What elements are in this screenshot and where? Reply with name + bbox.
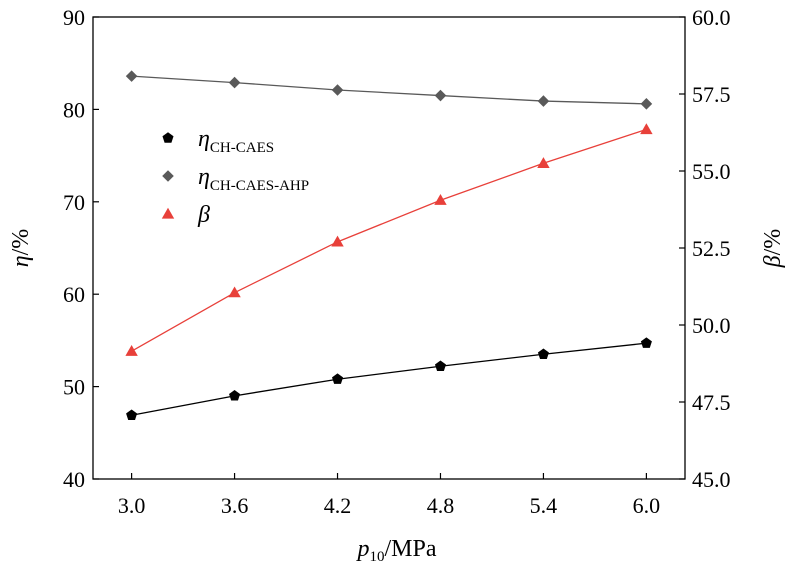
legend: ηCH-CAES ηCH-CAES-AHP β <box>161 126 309 228</box>
axes: 3.0 3.6 4.2 4.8 5.4 6.0 40 50 60 70 80 90 45.0 47.5 50… <box>8 5 786 565</box>
data-point <box>331 84 344 96</box>
data-point <box>331 235 344 247</box>
series-η_CH-CAES-AHP <box>125 70 653 110</box>
y-right-tick-label: 52.5 <box>692 236 731 261</box>
y-left-tick-label: 50 <box>63 375 85 400</box>
y-left-tick-label: 40 <box>63 467 85 492</box>
y-left-tick-label: 60 <box>63 282 85 307</box>
data-point <box>125 70 138 82</box>
series-η_CH-CAES <box>126 337 652 420</box>
data-point <box>228 286 241 298</box>
data-point <box>126 409 138 420</box>
series-line <box>131 75 647 105</box>
data-point <box>640 337 652 348</box>
series-layer <box>125 70 653 420</box>
y-left-axis-title: η/% <box>8 229 34 268</box>
y-right-tick-label: 45.0 <box>692 467 731 492</box>
plot-frame <box>92 16 686 480</box>
data-point <box>537 348 549 359</box>
data-point <box>228 76 241 89</box>
data-point <box>434 194 447 205</box>
data-point <box>537 95 550 107</box>
data-point <box>229 390 241 401</box>
data-point <box>640 98 653 110</box>
y-right-tick-label: 57.5 <box>692 82 731 107</box>
y-right-tick-label: 55.0 <box>692 159 731 184</box>
y-right-axis-title: β/% <box>760 229 786 269</box>
x-tick-label: 4.2 <box>324 493 352 518</box>
legend-label: β <box>197 202 210 228</box>
legend-label: ηCH-CAES <box>198 126 274 156</box>
y-left-tick-label: 70 <box>63 190 85 215</box>
legend-marker <box>162 170 174 182</box>
y-right-tick-label: 50.0 <box>692 313 731 338</box>
data-point <box>537 157 550 168</box>
y-right-tick-label: 47.5 <box>692 390 731 415</box>
data-point <box>434 360 446 371</box>
x-axis-title: p10/MPa <box>355 536 436 565</box>
legend-marker <box>161 207 175 219</box>
series-line <box>131 128 647 352</box>
series-β <box>125 123 653 356</box>
data-point <box>640 123 653 135</box>
x-tick-label: 5.4 <box>530 493 558 518</box>
x-tick-label: 4.8 <box>427 493 455 518</box>
x-tick-label: 3.0 <box>118 493 146 518</box>
series-line <box>131 342 647 416</box>
x-tick-label: 3.6 <box>221 493 249 518</box>
y-left-tick-label: 80 <box>63 97 85 122</box>
legend-label: ηCH-CAES-AHP <box>198 164 309 194</box>
data-point <box>434 89 447 102</box>
y-right-tick-label: 60.0 <box>692 5 731 30</box>
data-point <box>332 373 344 384</box>
data-point <box>125 344 138 356</box>
y-left-tick-label: 90 <box>63 5 85 30</box>
legend-marker <box>162 132 174 143</box>
x-tick-label: 6.0 <box>633 493 661 518</box>
